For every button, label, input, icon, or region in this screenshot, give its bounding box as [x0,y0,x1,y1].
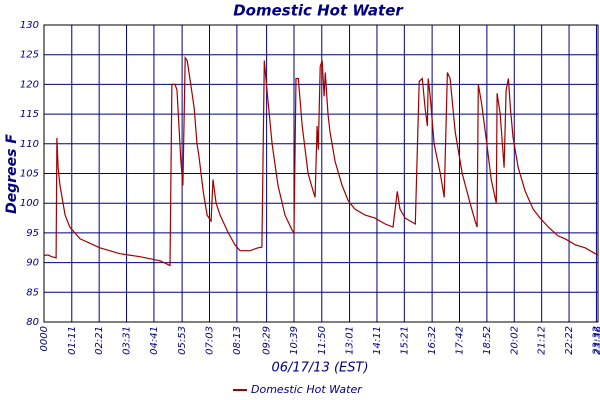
x-tick-label: 09:29 [262,326,273,355]
x-tick-label: 18:52 [482,326,493,355]
y-tick-label: 100 [20,198,39,209]
y-tick-label: 110 [20,139,39,150]
x-tick-label: 15:21 [399,326,410,355]
x-tick-label: 07:03 [204,326,215,355]
y-tick-label: 120 [20,79,39,90]
y-tick-label: 85 [26,287,39,298]
y-tick-label: 125 [20,50,39,61]
y-tick-label: 80 [26,317,39,328]
data-line [43,55,599,267]
x-tick-label: 01:11 [67,326,78,355]
x-axis-title: 06/17/13 (EST) [271,361,368,376]
x-tick-label: 13:01 [345,326,356,355]
x-tick-label: 16:32 [427,326,438,355]
x-tick-label: 02:21 [94,326,105,355]
x-tick-label: 0000 [39,326,50,351]
x-tick-label: 20:02 [509,326,520,355]
x-tick-label: 22:22 [564,326,575,355]
x-tick-label: 21:12 [537,326,548,355]
y-tick-label: 130 [20,20,39,31]
x-tick-label: 05:53 [177,326,188,355]
y-tick-label: 105 [20,169,39,180]
x-tick-label: 04:41 [149,326,160,355]
plot-frame [43,24,599,323]
y-tick-label: 90 [26,258,39,269]
x-tick-label: 08:13 [232,326,243,355]
x-tick-label: 11:50 [317,326,328,355]
x-tick-label: 23:36 [593,326,600,355]
x-tick-label: 17:42 [455,326,466,355]
x-tick-label: 10:39 [289,326,300,355]
legend-label: Domestic Hot Water [251,383,363,396]
chart-title: Domestic Hot Water [233,2,404,20]
y-axis-title: Degrees F [4,134,20,214]
x-tick-label: 23:32 [591,326,600,355]
y-tick-label: 115 [20,109,39,120]
y-tick-label: 95 [26,228,39,239]
x-tick-label: 03:31 [122,326,133,355]
x-tick-label: 14:11 [372,326,383,355]
